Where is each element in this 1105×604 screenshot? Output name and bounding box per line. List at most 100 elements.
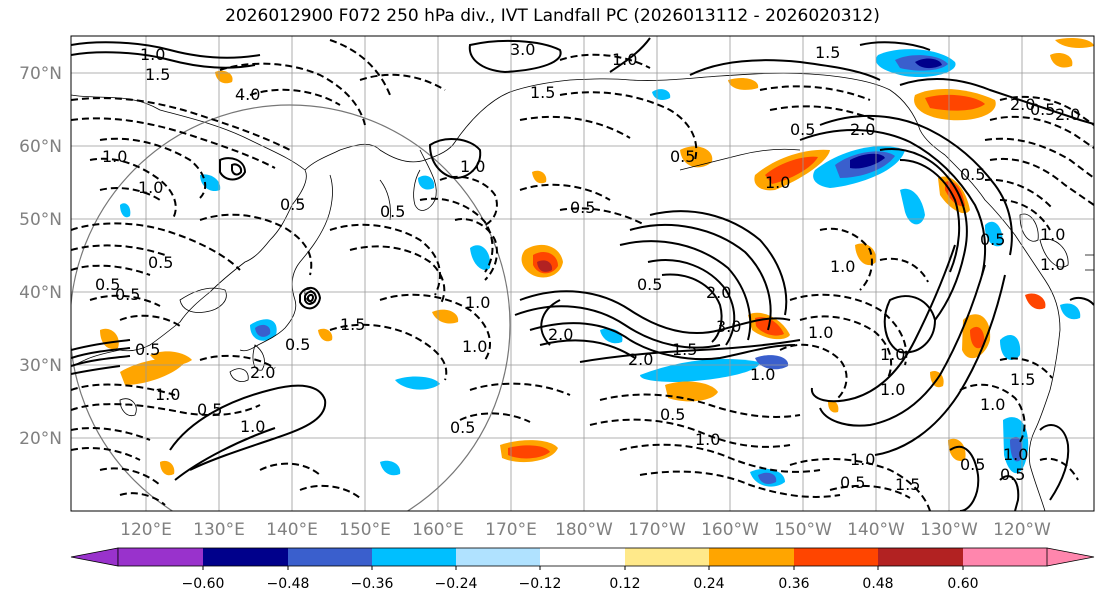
contour-label: 1.0: [980, 395, 1005, 414]
lon-label: 160°E: [412, 520, 464, 540]
colorbar-tick-label: 0.24: [693, 576, 724, 592]
colorbar: −0.60 −0.48 −0.36 −0.24 −0.12 0.12 0.24 …: [70, 547, 1095, 592]
contour-label: 0.5: [637, 275, 662, 294]
lon-label: 120°E: [120, 520, 172, 540]
contour-label: 1.0: [1040, 255, 1065, 274]
lon-label: 170°E: [485, 520, 537, 540]
colorbar-extend-min: [70, 547, 119, 567]
contour-label: 0.5: [135, 340, 160, 359]
landfall-region-circle: [71, 104, 511, 511]
contour-label: 0.5: [148, 253, 173, 272]
colorbar-tick-label: 0.12: [609, 576, 640, 592]
colorbar-extend-max: [963, 548, 1094, 566]
contour-label: 1.0: [830, 257, 855, 276]
contour-label: 1.5: [1010, 370, 1035, 389]
contour-label: 0.5: [380, 202, 405, 221]
contour-label: 1.0: [240, 417, 265, 436]
contour-label: 1.0: [102, 147, 127, 166]
contour-label: 1.5: [145, 65, 170, 84]
contour-label: 1.0: [1040, 225, 1065, 244]
map-panel: [71, 36, 1094, 511]
contour-label: 0.5: [280, 195, 305, 214]
colorbar-tick-label: −0.48: [267, 576, 310, 592]
contour-label: 1.0: [695, 430, 720, 449]
contour-label: 1.5: [340, 315, 365, 334]
contour-label: 2.0: [850, 120, 875, 139]
contour-label: 0.5: [790, 120, 815, 139]
colorbar-segment: [540, 548, 625, 566]
contour-label: 1.5: [672, 340, 697, 359]
contour-label: 1.0: [138, 178, 163, 197]
lon-label: 140°E: [266, 520, 318, 540]
negative-divergence-shading: [120, 49, 1081, 487]
colorbar-tick-label: −0.60: [182, 576, 225, 592]
lon-label: 180°W: [555, 520, 613, 540]
lat-label: 70°N: [19, 64, 62, 84]
contour-label: 0.5: [1000, 465, 1025, 484]
colorbar-tick-label: 0.36: [778, 576, 809, 592]
contour-label: 0.5: [115, 285, 140, 304]
contour-label: 1.0: [465, 293, 490, 312]
contour-label: 0.5: [980, 230, 1005, 249]
colorbar-tick-labels: −0.60 −0.48 −0.36 −0.24 −0.12 0.12 0.24 …: [182, 576, 979, 592]
contour-label: 1.0: [460, 157, 485, 176]
negative-contours: [71, 39, 1094, 511]
contour-label: 3.0: [510, 40, 535, 59]
contour-label: 1.0: [612, 50, 637, 69]
lon-label: 150°E: [339, 520, 391, 540]
colorbar-tick-label: 0.60: [947, 576, 978, 592]
contour-label: 0.5: [960, 165, 985, 184]
contour-label: 0.5: [570, 198, 595, 217]
contour-label: 4.0: [235, 85, 260, 104]
contour-label: 1.0: [140, 45, 165, 64]
lon-label: 130°E: [193, 520, 245, 540]
contour-label: 1.0: [765, 173, 790, 192]
colorbar-segment: [118, 548, 203, 566]
lon-label: 130°W: [920, 520, 978, 540]
contour-label: 0.5: [1030, 100, 1055, 119]
contour-label: 1.5: [815, 43, 840, 62]
contour-label: 0.5: [197, 400, 222, 419]
contour-label: 1.5: [895, 475, 920, 494]
colorbar-segment: [794, 548, 878, 566]
lon-label: 150°W: [774, 520, 832, 540]
colorbar-segment: [203, 548, 288, 566]
lat-label: 40°N: [19, 283, 62, 303]
colorbar-ticks: [202, 566, 964, 570]
map-title: 2026012900 F072 250 hPa div., IVT Landfa…: [225, 6, 880, 26]
colorbar-segment: [372, 548, 456, 566]
colorbar-tick-label: −0.12: [519, 576, 562, 592]
colorbar-segment: [878, 548, 963, 566]
lon-label: 120°W: [993, 520, 1051, 540]
contour-label: 3.0: [716, 317, 741, 336]
colorbar-outline: [117, 547, 1048, 567]
contour-label: 1.5: [530, 83, 555, 102]
contour-label: 1.0: [155, 385, 180, 404]
contour-label: 1.0: [880, 345, 905, 364]
colorbar-tick-label: −0.24: [435, 576, 478, 592]
colorbar-tick-label: 0.48: [862, 576, 893, 592]
lon-label: 170°W: [628, 520, 686, 540]
contour-label: 0.5: [285, 335, 310, 354]
colorbar-segment: [625, 548, 709, 566]
contour-label: 0.5: [95, 275, 120, 294]
positive-contours: [71, 37, 1094, 511]
contour-label: 2.0: [1010, 95, 1035, 114]
colorbar-segment: [288, 548, 372, 566]
contour-label: 2.0: [250, 363, 275, 382]
contour-label: 1.0: [1003, 445, 1028, 464]
contour-label: 0.5: [960, 455, 985, 474]
contour-label: 0.5: [670, 147, 695, 166]
colorbar-segment: [709, 548, 794, 566]
lat-label: 60°N: [19, 137, 62, 157]
contour-label: 2.0: [1055, 105, 1080, 124]
contour-label: 1.0: [462, 337, 487, 356]
contour-label: 1.0: [808, 323, 833, 342]
lon-label: 140°W: [847, 520, 905, 540]
contour-label: 2.0: [706, 283, 731, 302]
contour-label-group: 3.0 1.0 1.5 4.0 1.0 2.0 1.0 0.5 1.0 0.5 …: [95, 40, 1080, 494]
map-frame: [70, 35, 1095, 512]
latitude-labels: 70°N 60°N 50°N 40°N 30°N 20°N: [19, 64, 62, 449]
contour-label: 0.5: [840, 473, 865, 492]
